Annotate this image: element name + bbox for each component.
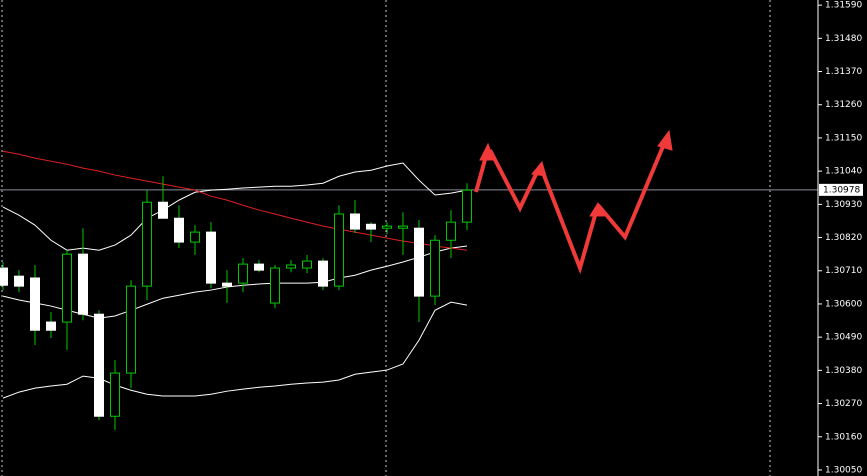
candle-body [222, 282, 232, 287]
last-price-label: 1.30978 [823, 185, 860, 195]
arrowhead [657, 129, 673, 151]
candle-body [142, 201, 152, 287]
indicator-line [2, 162, 468, 251]
candle-body [286, 264, 296, 269]
candle-body [462, 189, 472, 223]
y-tick-label: 1.30930 [825, 200, 862, 210]
candle-body [318, 260, 328, 287]
y-tick-label: 1.31480 [825, 34, 862, 44]
arrow [596, 143, 666, 241]
candle-body [414, 227, 424, 297]
candle-body [446, 221, 456, 241]
candle-body [94, 313, 104, 417]
y-tick-label: 1.31370 [825, 67, 862, 77]
candle-body [238, 263, 248, 284]
candle-body [254, 263, 264, 271]
candle-body [334, 213, 344, 287]
candle-body [398, 225, 408, 229]
arrow [474, 155, 488, 193]
candle-body [62, 253, 72, 323]
forecast-arrows [474, 129, 673, 275]
y-tick-label: 1.30050 [825, 465, 862, 475]
y-tick-label: 1.31150 [825, 133, 862, 143]
candle-body [270, 267, 280, 304]
candle-body [302, 260, 312, 269]
candle-body [30, 277, 40, 331]
y-tick-label: 1.30270 [825, 399, 862, 409]
candle-body [350, 213, 360, 230]
y-tick-label: 1.30710 [825, 266, 862, 276]
candle-body [190, 231, 200, 243]
arrow [488, 149, 540, 213]
arrow [538, 164, 598, 275]
candle-body [382, 225, 392, 229]
candle-body [46, 321, 56, 331]
candle-body [110, 372, 120, 417]
candle-body [126, 285, 136, 374]
y-tick-label: 1.31590 [825, 1, 862, 11]
last-price-box [819, 183, 863, 196]
candle-body [206, 231, 216, 284]
candle-body [174, 217, 184, 243]
y-tick-label: 1.31260 [825, 100, 862, 110]
candle-body [78, 253, 88, 315]
y-tick-label: 1.30820 [825, 233, 862, 243]
candle-body [158, 201, 168, 219]
plot-area [0, 150, 818, 431]
candle-body [14, 275, 24, 287]
indicator-line [2, 301, 468, 399]
y-tick-label: 1.30490 [825, 333, 862, 343]
y-tick-label: 1.30160 [825, 432, 862, 442]
candle-body [430, 239, 440, 297]
candle-body [366, 223, 376, 230]
y-tick-label: 1.30380 [825, 366, 862, 376]
candle-body [0, 267, 8, 286]
indicator-line [2, 150, 468, 251]
y-tick-label: 1.31040 [825, 167, 862, 177]
y-tick-label: 1.30600 [825, 299, 862, 309]
